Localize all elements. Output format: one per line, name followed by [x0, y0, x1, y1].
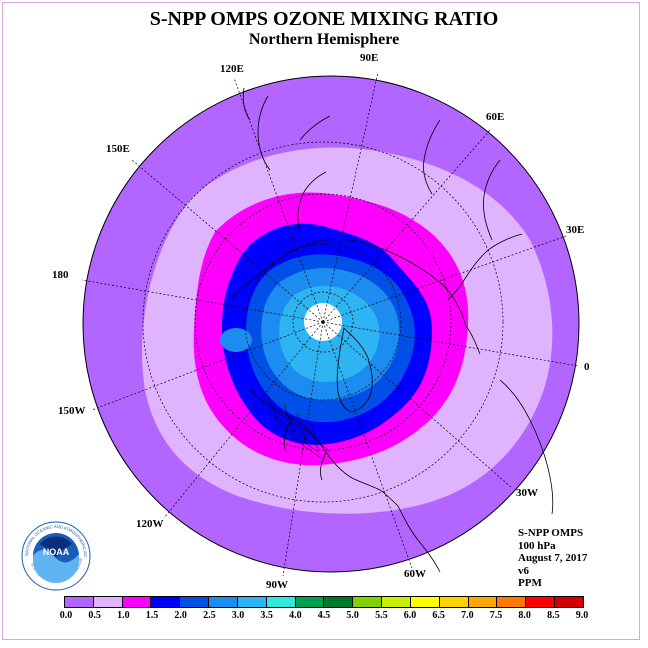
colorbar-segment-5: [209, 597, 238, 607]
map-subtitle: Northern Hemisphere: [248, 31, 400, 48]
meridian-60e: [322, 129, 491, 323]
meridian-30e: [322, 235, 567, 323]
coastline-south-america: [397, 505, 441, 573]
logo-text: NOAA: [43, 547, 70, 557]
coastlines: [229, 87, 554, 573]
meridian-120e: [233, 77, 324, 323]
latitude-circle-80: [292, 291, 354, 353]
noaa-logo: NATIONAL OCEANIC AND ATMOSPHERIC ADMINIS…: [20, 520, 91, 591]
lon-label-0: 0: [584, 361, 590, 373]
figure-frame: [2, 2, 640, 640]
lon-label-30w: 30W: [516, 487, 538, 499]
map-boundary: [82, 75, 580, 573]
colorbar-tick-label: 2.5: [203, 610, 216, 621]
coastline-europe: [447, 233, 523, 355]
colorbar-labels: 0.0 0.5 1.0 1.5 2.0 2.5 3.0 3.5 4.0 4.5 5.0 5.5 6.0 6…: [0, 610, 648, 624]
colorbar-tick-label: 5.5: [375, 610, 388, 621]
colorbar-tick-label: 8.0: [518, 610, 531, 621]
graticule: [81, 71, 579, 577]
meridian-90w: [282, 321, 324, 577]
colorbar-tick-label: 9.0: [575, 610, 589, 621]
colorbar-tick-label: 0.5: [88, 610, 101, 621]
longitude-labels: 90E 60E 30E 0 30W 60W 90W 120W 150W 180 …: [52, 52, 590, 591]
meridian-180: [81, 279, 324, 323]
info-version: v6: [518, 564, 529, 577]
colorbar-tick-label: 4.5: [317, 610, 331, 621]
colorbar-segment-13: [439, 597, 469, 607]
colorbar-tick-label: 4.0: [289, 610, 302, 621]
lon-label-180: 180: [52, 269, 69, 281]
meridian-150e: [131, 159, 324, 323]
meridian-0: [322, 321, 579, 367]
colorbar-segment-12: [410, 597, 440, 607]
colorbar-tick-label: 1.5: [145, 610, 159, 621]
meridian-30w: [322, 321, 513, 489]
latitude-circle-20: [142, 141, 504, 503]
colorbar-tick-label: 3.0: [231, 610, 245, 621]
colorbar-tick-label: 7.5: [489, 610, 503, 621]
latitude-circle-40: [194, 193, 452, 451]
logo-wave: [33, 550, 79, 583]
info-instrument: S-NPP OMPS: [518, 527, 584, 539]
coastline-north-america: [249, 389, 399, 507]
map-title: S-NPP OMPS OZONE MIXING RATIO: [149, 8, 499, 30]
lon-label-120e: 120E: [220, 63, 244, 75]
coastline-greenland: [336, 327, 373, 413]
latitude-circle-60: [244, 243, 402, 401]
colorbar-segment-8: [295, 597, 325, 607]
colorbar-tick-label: 5.0: [346, 610, 359, 621]
lon-label-150e: 150E: [106, 143, 130, 155]
lon-label-60e: 60E: [486, 111, 504, 123]
logo-bird: [40, 536, 72, 558]
colorbar-tick-label: 8.5: [547, 610, 560, 621]
colorbar-tick-label: 2.0: [174, 610, 187, 621]
colorbar-segment-2: [122, 597, 152, 607]
colorbar-segment-16: [526, 597, 556, 607]
colorbar-segment-3: [151, 597, 181, 607]
meridian-150w: [91, 321, 324, 411]
colorbar-segment-1: [93, 597, 123, 607]
info-date: August 7, 2017: [518, 552, 588, 564]
lon-label-150w: 150W: [58, 405, 86, 417]
colorbar-segment-6: [237, 597, 267, 607]
colorbar-tick-label: 3.5: [260, 610, 273, 621]
coastline-africa: [499, 379, 554, 515]
colorbar-tick-label: 0.0: [59, 610, 73, 621]
product-info: S-NPP OMPS 100 hPa August 7, 2017 v6 PPM: [518, 527, 587, 590]
lon-label-120w: 120W: [136, 518, 164, 530]
colorbar-segment-17: [555, 597, 583, 607]
colorbar-tick-label: 1.0: [117, 610, 130, 621]
colorbar: [64, 596, 584, 608]
usa-state-grid: [261, 395, 331, 461]
colorbar-segment-9: [324, 597, 354, 607]
colorbar-tick-label: 6.0: [403, 610, 417, 621]
contour-2.5-3.0-pocket: [220, 328, 252, 352]
coastline-arabia-india: [423, 119, 501, 241]
colorbar-segment-0: [65, 597, 94, 607]
lon-label-30e: 30E: [566, 224, 584, 236]
colorbar-segment-14: [468, 597, 498, 607]
colorbar-segment-11: [382, 597, 411, 607]
ozone-field: [83, 76, 579, 572]
lon-label-60w: 60W: [404, 568, 426, 580]
colorbar-tick-label: 6.5: [432, 610, 445, 621]
colorbar-segment-15: [497, 597, 527, 607]
lon-label-90e: 90E: [360, 52, 378, 64]
info-units: PPM: [518, 577, 542, 589]
colorbar-segment-4: [180, 597, 210, 607]
info-level: 100 hPa: [518, 539, 556, 552]
lon-label-90w: 90W: [266, 579, 288, 591]
meridian-90e: [322, 71, 379, 323]
colorbar-segment-10: [353, 597, 383, 607]
colorbar-tick-label: 7.0: [461, 610, 474, 621]
colorbar-segment-7: [266, 597, 296, 607]
